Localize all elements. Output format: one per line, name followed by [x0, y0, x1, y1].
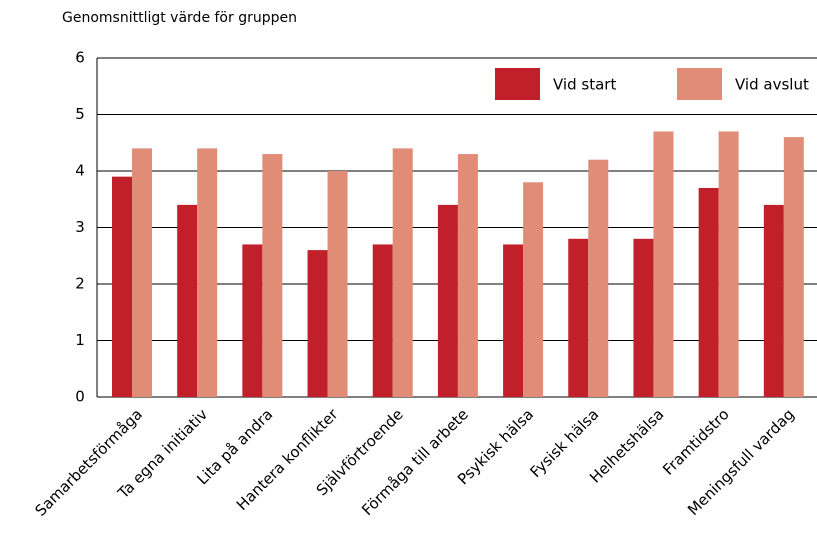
- bar: [783, 137, 804, 397]
- bar: [698, 187, 719, 397]
- y-tick-label: 5: [75, 105, 85, 123]
- bar: [503, 244, 524, 397]
- bar: [177, 204, 198, 397]
- legend-swatch: [677, 68, 722, 100]
- bar: [588, 159, 609, 397]
- bar: [197, 148, 218, 397]
- legend-label: Vid avslut: [735, 76, 809, 94]
- bar: [523, 182, 544, 397]
- y-tick-label: 3: [75, 218, 85, 236]
- legend-label: Vid start: [553, 76, 616, 94]
- x-tick-label: Förmåga till arbete: [358, 405, 472, 519]
- bar: [327, 171, 348, 397]
- y-tick-label: 2: [75, 275, 85, 293]
- bar: [437, 204, 458, 397]
- x-tick-label: Samarbetsförmåga: [31, 405, 146, 520]
- bar: [633, 238, 654, 397]
- bar: [262, 154, 283, 397]
- bar: [392, 148, 413, 397]
- x-tick-label: Meningsfull vardag: [684, 405, 798, 519]
- bar: [457, 154, 478, 397]
- bar: [763, 204, 784, 397]
- bar: [718, 131, 739, 397]
- bar: [568, 238, 589, 397]
- legend-swatch: [495, 68, 540, 100]
- y-tick-label: 4: [75, 162, 85, 180]
- bar: [242, 244, 263, 397]
- chart-title: Genomsnittligt värde för gruppen: [62, 10, 297, 26]
- y-tick-label: 6: [75, 49, 85, 67]
- bar: [307, 250, 328, 397]
- y-tick-label: 0: [75, 388, 85, 406]
- y-tick-label: 1: [75, 331, 85, 349]
- bar: [112, 176, 132, 397]
- bar: [372, 244, 393, 397]
- bar: [653, 131, 674, 397]
- bar: [132, 148, 152, 397]
